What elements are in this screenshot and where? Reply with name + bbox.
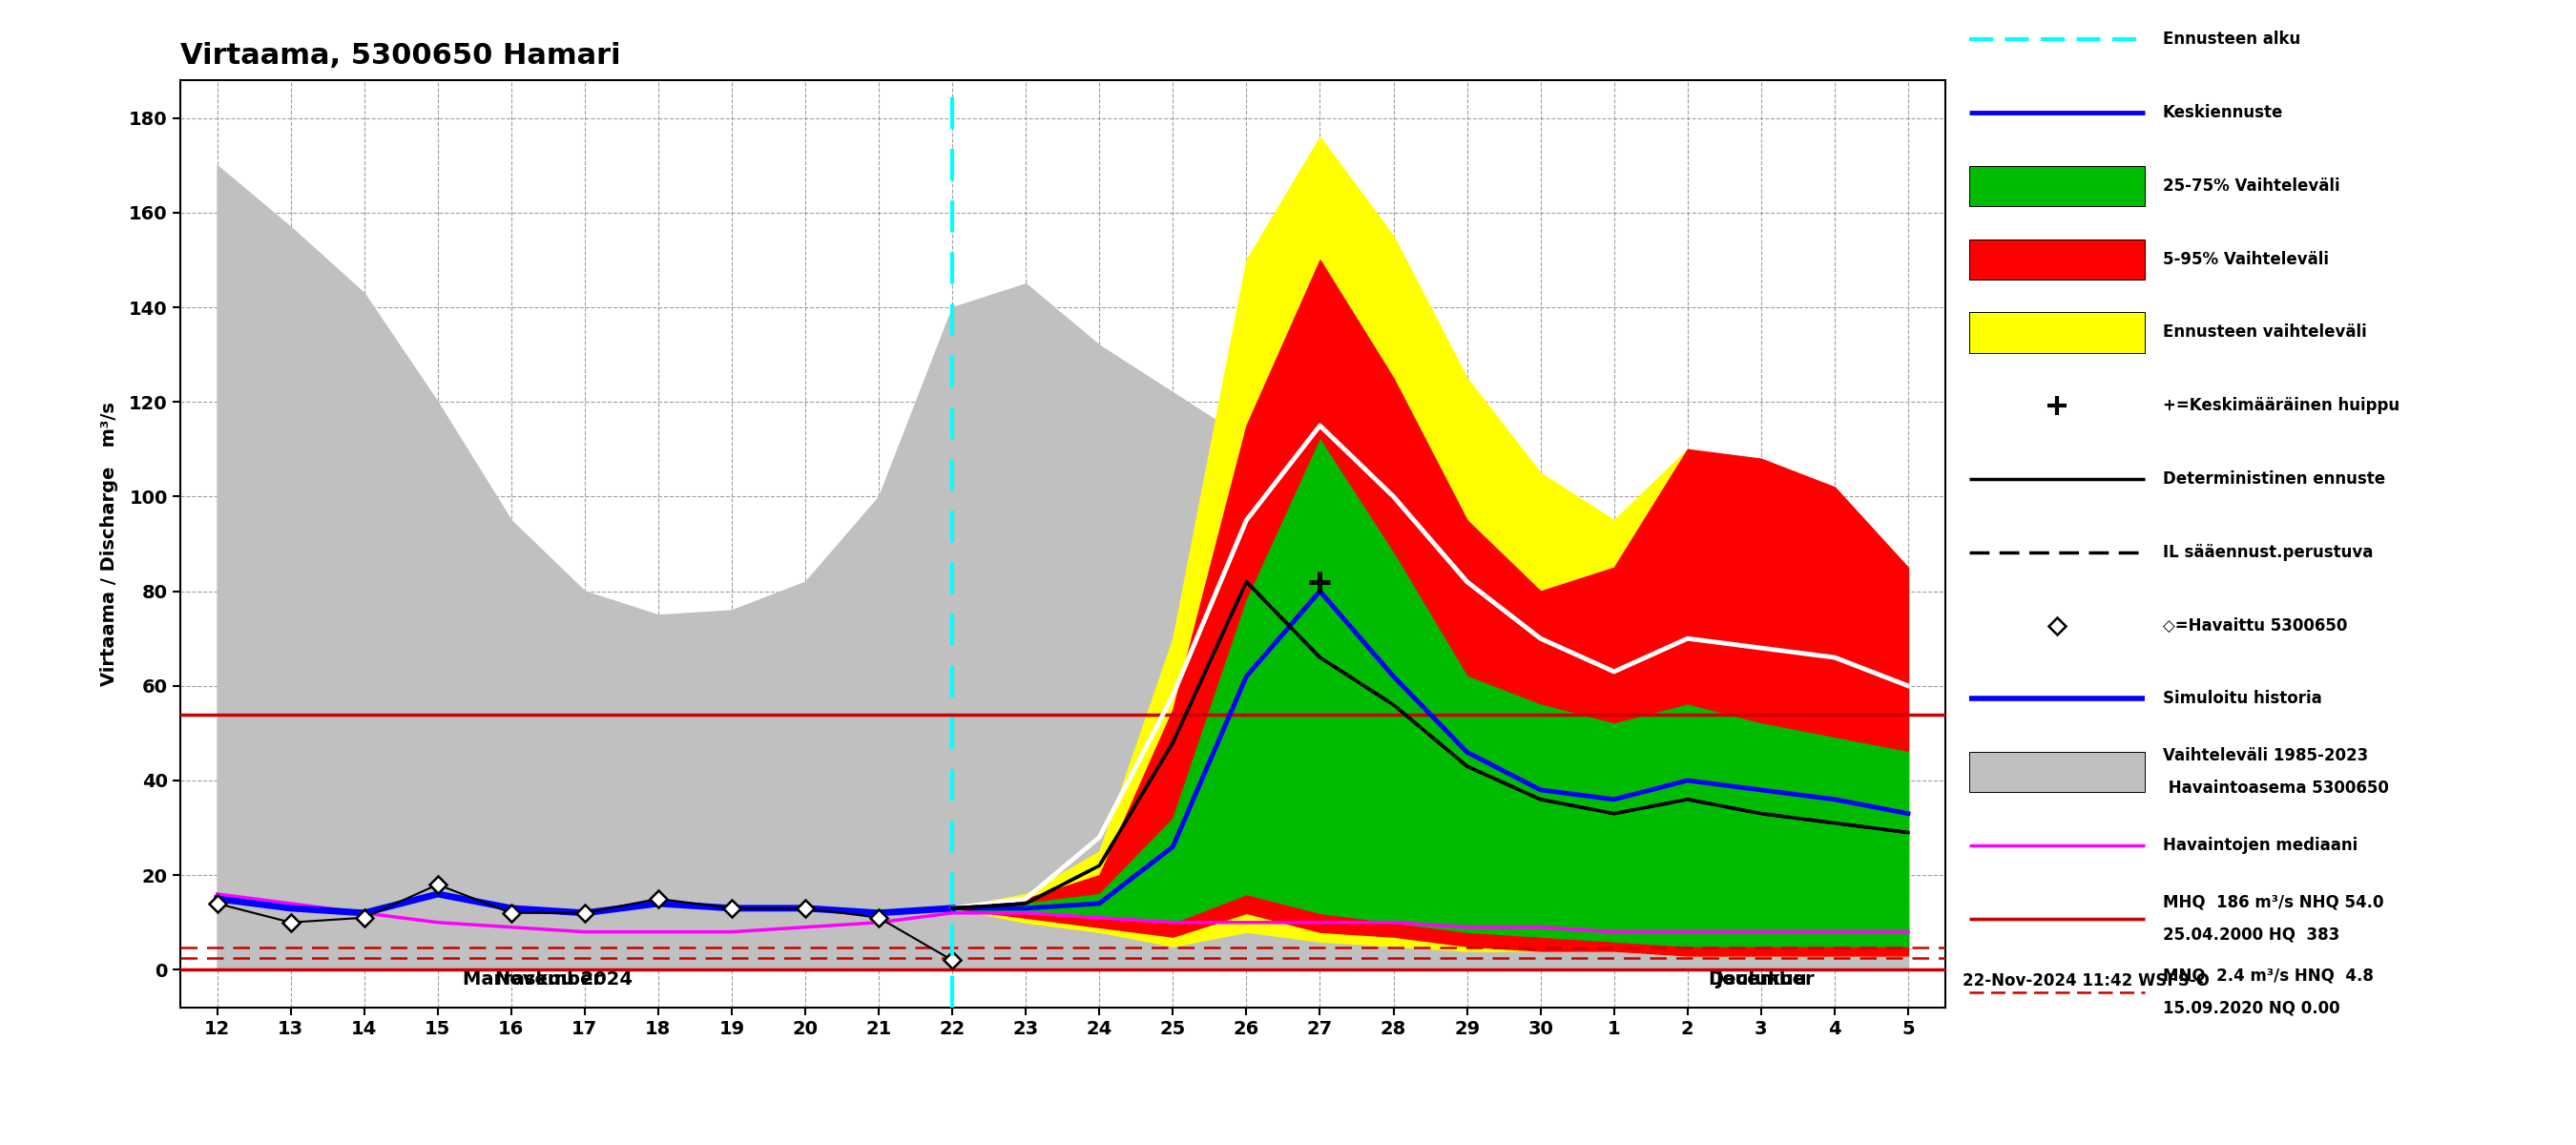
Text: Ennusteen vaihteleväli: Ennusteen vaihteleväli: [2164, 324, 2367, 341]
Text: November: November: [495, 970, 603, 988]
Text: Virtaama, 5300650 Hamari: Virtaama, 5300650 Hamari: [180, 42, 621, 70]
Bar: [1968, 752, 2143, 792]
Text: Ennusteen alku: Ennusteen alku: [2164, 31, 2300, 48]
Text: MNQ  2.4 m³/s HNQ  4.8: MNQ 2.4 m³/s HNQ 4.8: [2164, 968, 2372, 985]
Text: Havaintoasema 5300650: Havaintoasema 5300650: [2164, 780, 2388, 797]
Text: Keskiennuste: Keskiennuste: [2164, 104, 2282, 121]
Text: MHQ  186 m³/s NHQ 54.0: MHQ 186 m³/s NHQ 54.0: [2164, 894, 2383, 911]
Text: Deterministinen ennuste: Deterministinen ennuste: [2164, 471, 2385, 488]
Bar: [1968, 313, 2143, 353]
Text: Vaihteleväli 1985-2023: Vaihteleväli 1985-2023: [2164, 748, 2367, 765]
Text: 5-95% Vaihteleväli: 5-95% Vaihteleväli: [2164, 251, 2329, 268]
Text: December: December: [1708, 970, 1814, 988]
Bar: [1968, 166, 2143, 206]
Bar: [1968, 239, 2143, 279]
Text: 22-Nov-2024 11:42 WSFS-O: 22-Nov-2024 11:42 WSFS-O: [1963, 972, 2210, 989]
Text: Marraskuu 2024: Marraskuu 2024: [464, 970, 634, 988]
Text: 25.04.2000 HQ  383: 25.04.2000 HQ 383: [2164, 926, 2339, 943]
Text: IL sääennust.perustuva: IL sääennust.perustuva: [2164, 544, 2372, 561]
Text: 25-75% Vaihteleväli: 25-75% Vaihteleväli: [2164, 177, 2339, 195]
Text: Joulukuu: Joulukuu: [1716, 970, 1806, 988]
Y-axis label: Virtaama / Discharge   m³/s: Virtaama / Discharge m³/s: [100, 402, 118, 686]
Text: Havaintojen mediaani: Havaintojen mediaani: [2164, 837, 2357, 854]
Text: Simuloitu historia: Simuloitu historia: [2164, 690, 2321, 708]
Text: ◇​=Havaittu 5300650: ◇​=Havaittu 5300650: [2164, 617, 2347, 634]
Text: +​=Keskimääräinen huippu: +​=Keskimääräinen huippu: [2164, 397, 2398, 414]
Text: 15.09.2020 NQ 0.00: 15.09.2020 NQ 0.00: [2164, 1000, 2339, 1017]
